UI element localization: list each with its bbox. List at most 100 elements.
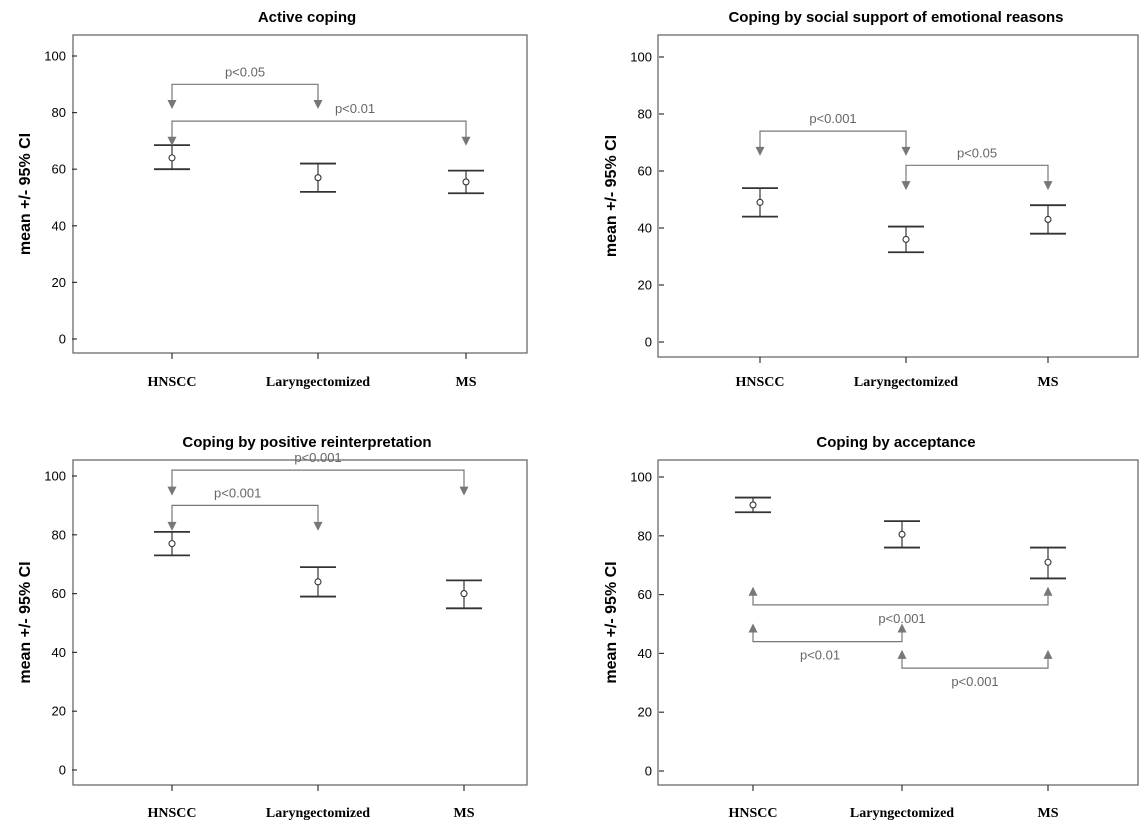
significance-arrowhead: [459, 486, 469, 496]
significance-arrowhead: [897, 623, 907, 633]
y-tick-label: 60: [638, 587, 652, 602]
y-tick-label: 40: [52, 645, 66, 660]
significance-bracket: [901, 651, 1049, 669]
mean-point: [462, 178, 470, 186]
y-tick-label: 0: [645, 764, 652, 779]
y-tick-label: 20: [52, 275, 66, 290]
chart-panel-positive-reinterpretation: Coping by positive reinterpretation mean …: [17, 434, 528, 821]
plot-frame: [72, 459, 528, 786]
significance-arrowhead: [1043, 181, 1053, 191]
y-tick-label: 100: [630, 470, 652, 485]
mean-point: [460, 590, 468, 598]
x-tick-label: HNSCC: [147, 375, 196, 390]
significance-bracket: [171, 469, 465, 494]
significance-label: p<0.05: [957, 145, 997, 160]
y-tick-label: 100: [44, 469, 66, 484]
significance-arrowhead: [1043, 649, 1053, 659]
y-axis-label: mean +/- 95% CI: [17, 133, 34, 255]
significance-bracket: [171, 83, 319, 107]
mean-point: [898, 530, 906, 538]
significance-arrowhead: [755, 146, 765, 156]
y-tick-label: 20: [638, 278, 652, 293]
mean-point: [168, 540, 176, 548]
x-tick-label: Laryngectomized: [850, 806, 954, 821]
significance-label: p<0.001: [878, 611, 925, 626]
chart-panel-acceptance: Coping by acceptance mean +/- 95% CI 0 20 40…: [603, 434, 1139, 821]
significance-arrowhead: [897, 649, 907, 659]
y-tick-label: 40: [52, 218, 66, 233]
y-tick-label: 80: [52, 527, 66, 542]
chart-panel-social-support: Coping by social support of emotional re…: [603, 9, 1139, 390]
x-tick-label: Laryngectomized: [266, 375, 370, 390]
y-tick-label: 80: [638, 107, 652, 122]
y-tick-label: 60: [638, 164, 652, 179]
mean-point: [1044, 215, 1052, 223]
plot-frame: [657, 459, 1139, 786]
significance-bracket: [752, 588, 1049, 606]
chart-panel-active-coping: Active coping mean +/- 95% CI 0 20 40 60 80 100…: [17, 9, 528, 390]
x-tick-label: Laryngectomized: [266, 806, 370, 821]
x-tick-label: MS: [1038, 375, 1059, 390]
mean-point: [168, 154, 176, 162]
significance-arrowhead: [901, 146, 911, 156]
chart-title: Coping by acceptance: [816, 434, 975, 451]
y-tick-label: 100: [630, 50, 652, 65]
significance-label: p<0.001: [809, 111, 856, 126]
plot-frame: [657, 34, 1139, 358]
x-tick-label: MS: [1038, 806, 1059, 821]
x-tick-label: Laryngectomized: [854, 375, 958, 390]
y-tick-label: 0: [59, 332, 66, 347]
y-tick-label: 20: [52, 704, 66, 719]
x-tick-label: MS: [454, 806, 475, 821]
significance-arrowhead: [167, 486, 177, 496]
y-tick-label: 0: [59, 763, 66, 778]
x-tick-label: HNSCC: [735, 375, 784, 390]
y-tick-label: 40: [638, 221, 652, 236]
significance-arrowhead: [901, 181, 911, 191]
significance-arrowhead: [313, 521, 323, 531]
y-tick-label: 0: [645, 335, 652, 350]
significance-arrowhead: [1043, 586, 1053, 596]
y-tick-label: 80: [638, 528, 652, 543]
significance-arrowhead: [167, 521, 177, 531]
significance-arrowhead: [313, 99, 323, 109]
y-tick-label: 80: [52, 105, 66, 120]
y-axis-label: mean +/- 95% CI: [603, 135, 620, 257]
significance-label: p<0.001: [951, 674, 998, 689]
significance-arrowhead: [167, 136, 177, 146]
significance-arrowhead: [748, 586, 758, 596]
y-tick-label: 60: [52, 162, 66, 177]
significance-bracket: [905, 164, 1049, 189]
mean-point: [314, 174, 322, 182]
significance-arrowhead: [167, 99, 177, 109]
significance-label: p<0.001: [214, 485, 261, 500]
x-tick-label: HNSCC: [147, 806, 196, 821]
y-tick-label: 60: [52, 586, 66, 601]
significance-arrowhead: [461, 136, 471, 146]
chart-title: Active coping: [258, 9, 356, 26]
significance-arrowhead: [748, 623, 758, 633]
significance-bracket: [171, 120, 467, 144]
significance-label: p<0.01: [800, 648, 840, 663]
significance-label: p<0.01: [335, 101, 375, 116]
y-axis-label: mean +/- 95% CI: [17, 561, 34, 683]
chart-title: Coping by positive reinterpretation: [182, 434, 431, 451]
x-tick-label: HNSCC: [728, 806, 777, 821]
y-tick-label: 100: [44, 49, 66, 64]
mean-point: [902, 235, 910, 243]
significance-bracket: [171, 504, 319, 529]
x-tick-label: MS: [456, 375, 477, 390]
significance-label: p<0.05: [225, 64, 265, 79]
significance-label: p<0.001: [294, 450, 341, 465]
significance-bracket: [752, 625, 903, 643]
mean-point: [314, 578, 322, 586]
mean-point: [756, 198, 764, 206]
y-tick-label: 40: [638, 646, 652, 661]
y-tick-label: 20: [638, 705, 652, 720]
plot-frame: [72, 34, 528, 354]
significance-bracket: [759, 130, 907, 154]
mean-point: [749, 501, 757, 509]
chart-title: Coping by social support of emotional re…: [728, 9, 1063, 26]
y-axis-label: mean +/- 95% CI: [603, 561, 620, 683]
